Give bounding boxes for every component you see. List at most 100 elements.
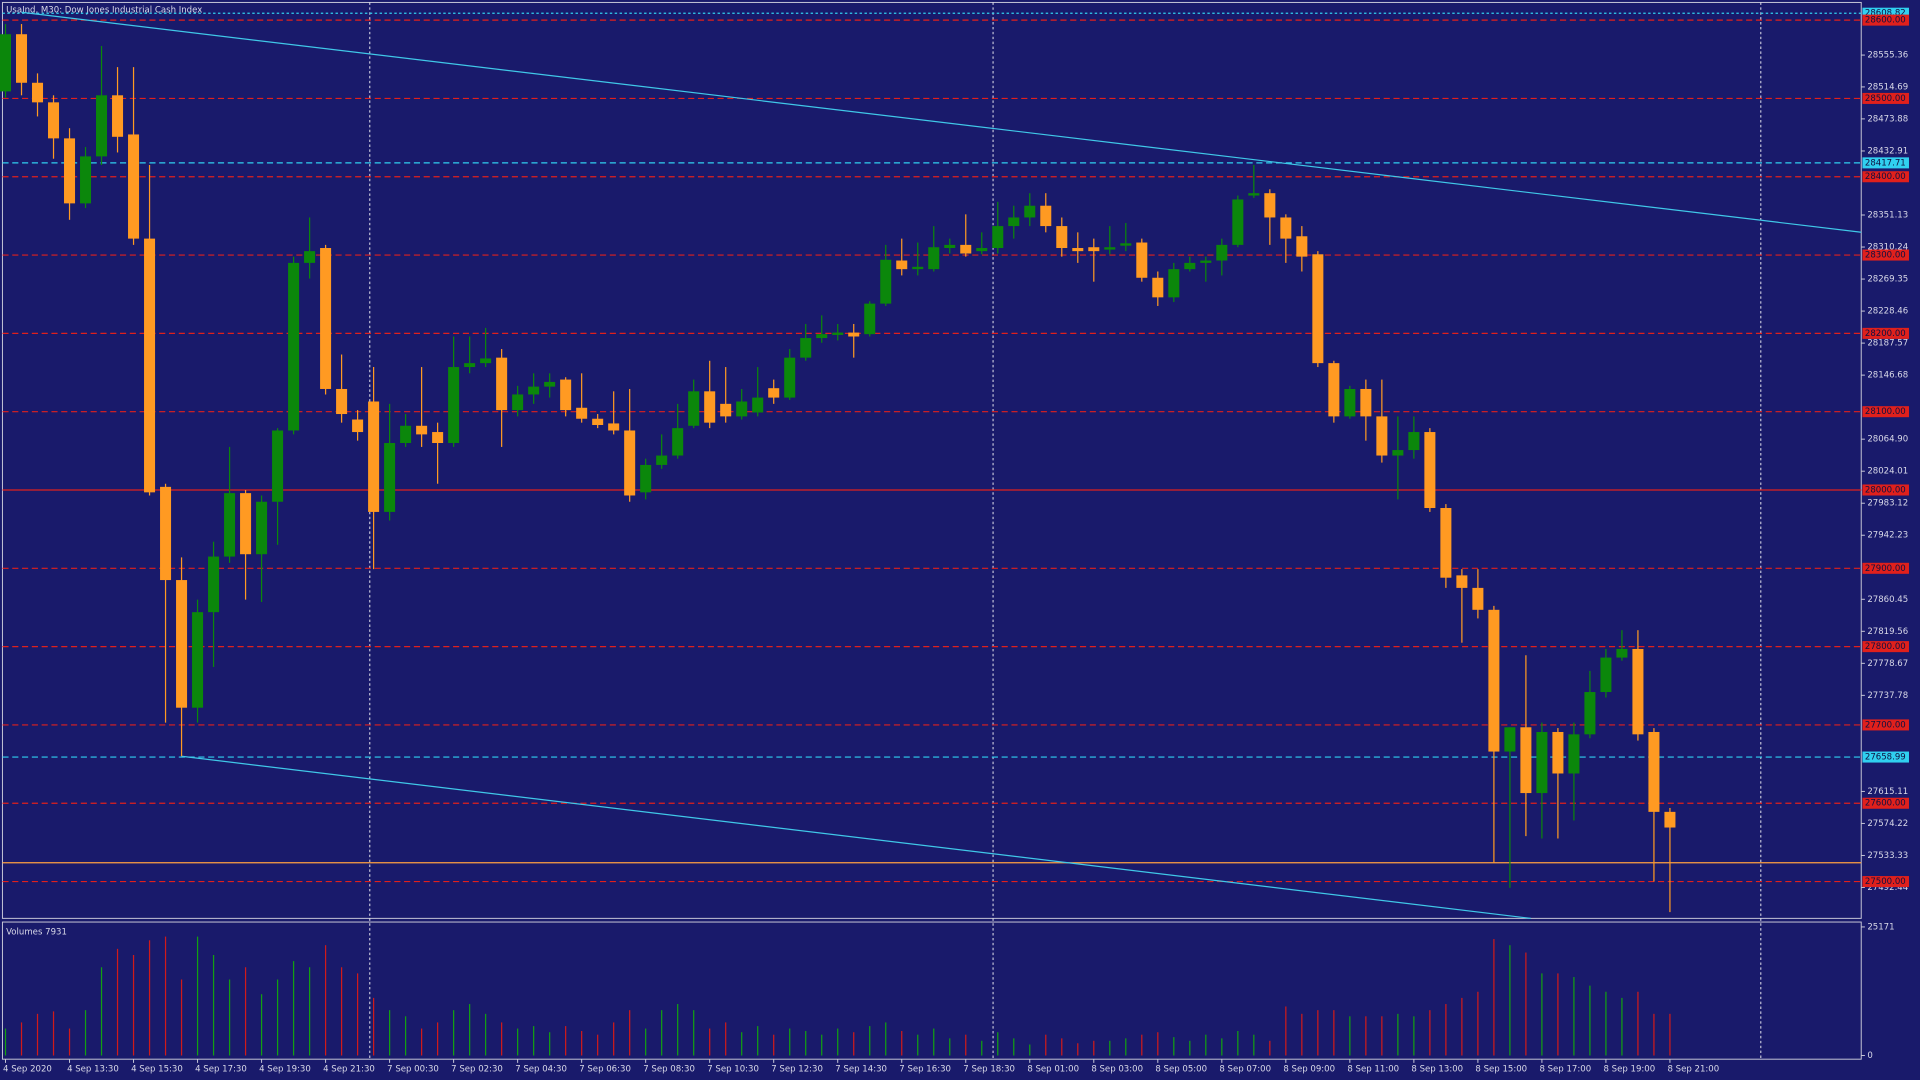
y-tick-label: 27860.45 (1867, 595, 1908, 605)
y-tick-label: 28310.24 (1867, 243, 1908, 253)
candle-body (1248, 193, 1260, 196)
x-tick-label: 7 Sep 16:30 (899, 1064, 951, 1074)
candle-body (544, 381, 556, 387)
candle-body (1056, 226, 1068, 249)
level-label: 28100.00 (1865, 407, 1906, 417)
x-tick-label: 8 Sep 11:00 (1347, 1064, 1399, 1074)
y-tick-label: 27492.44 (1867, 883, 1908, 893)
level-label-box (1862, 171, 1909, 183)
level-label: 27600.00 (1865, 799, 1906, 809)
candle-body (1600, 657, 1612, 693)
candle-body (752, 397, 764, 413)
level-label: 28300.00 (1865, 251, 1906, 261)
level-label-box (1862, 14, 1909, 26)
candle-body (1536, 731, 1548, 794)
candle-body (1408, 432, 1420, 451)
candle-body (320, 248, 332, 389)
volume-tick-label: 25171 (1867, 922, 1894, 932)
y-tick-label: 28269.35 (1867, 275, 1908, 285)
y-tick-label: 27737.78 (1867, 691, 1908, 701)
candle-body (1296, 236, 1308, 257)
x-tick-label: 7 Sep 14:30 (835, 1064, 887, 1074)
candle-body (896, 260, 908, 270)
candle-body (496, 357, 508, 411)
candle-body (736, 401, 748, 417)
candle-body (1552, 731, 1564, 774)
candle-body (624, 430, 636, 496)
candle-body (688, 391, 700, 426)
candle-body (368, 401, 380, 512)
candle-body (352, 419, 364, 433)
candle-body (1616, 648, 1628, 658)
candle-body (560, 379, 572, 411)
candle-body (832, 332, 844, 335)
candle-body (192, 612, 204, 708)
candle-body (272, 430, 284, 502)
volume-label: Volumes 7931 (6, 927, 67, 937)
candle-body (224, 493, 236, 557)
candle-body (1328, 363, 1340, 417)
candle-body (816, 334, 828, 339)
y-tick-label: 27615.11 (1867, 787, 1908, 797)
candle-body (1632, 648, 1644, 735)
y-tick-label: 28146.68 (1867, 371, 1908, 381)
candle-body (1008, 217, 1020, 227)
candle-body (1648, 731, 1660, 812)
candle-body (1488, 609, 1500, 752)
level-label-box (1862, 876, 1909, 888)
candle-body (336, 388, 348, 415)
candle-body (256, 501, 268, 555)
candle-body (128, 134, 140, 239)
x-tick-label: 4 Sep 17:30 (195, 1064, 247, 1074)
x-tick-label: 7 Sep 08:30 (643, 1064, 695, 1074)
candle-body (464, 363, 476, 368)
candle-body (880, 259, 892, 304)
candle-body (784, 357, 796, 398)
candle-body (1376, 416, 1388, 456)
candle-body (1584, 692, 1596, 735)
x-tick-label: 7 Sep 00:30 (387, 1064, 439, 1074)
candle-body (0, 34, 12, 92)
candle-body (48, 102, 60, 139)
candle-body (432, 432, 444, 444)
x-tick-label: 8 Sep 07:00 (1219, 1064, 1271, 1074)
level-label: 27500.00 (1865, 877, 1906, 887)
x-tick-label: 7 Sep 18:30 (963, 1064, 1015, 1074)
y-tick-label: 28024.01 (1867, 467, 1908, 477)
trend-line (181, 755, 1531, 919)
candle-body (1040, 205, 1052, 227)
candle-body (976, 248, 988, 252)
candle-body (1472, 587, 1484, 610)
candle-body (96, 95, 108, 157)
candle-body (944, 244, 956, 249)
candle-body (1440, 508, 1452, 578)
level-label-box (1862, 157, 1909, 169)
level-label: 28400.00 (1865, 172, 1906, 182)
candle-body (1504, 727, 1516, 752)
x-tick-label: 4 Sep 19:30 (259, 1064, 311, 1074)
x-tick-label: 7 Sep 06:30 (579, 1064, 631, 1074)
y-tick-label: 28351.13 (1867, 211, 1908, 221)
x-tick-label: 8 Sep 01:00 (1027, 1064, 1079, 1074)
level-label: 28500.00 (1865, 94, 1906, 104)
level-label: 27800.00 (1865, 642, 1906, 652)
candle-body (1456, 575, 1468, 588)
y-tick-label: 27574.22 (1867, 819, 1908, 829)
candle-body (176, 580, 188, 708)
x-tick-label: 4 Sep 2020 (3, 1064, 52, 1074)
level-label-box (1862, 719, 1909, 731)
chart-title: UsaInd, M30: Dow Jones Industrial Cash I… (6, 5, 202, 15)
candle-body (1184, 262, 1196, 270)
candle-body (384, 443, 396, 512)
x-tick-label: 8 Sep 13:00 (1411, 1064, 1463, 1074)
candle-body (1424, 432, 1436, 509)
candle-body (992, 226, 1004, 249)
level-label-box (1862, 249, 1909, 261)
candle-body (1520, 727, 1532, 794)
y-tick-label: 27778.67 (1867, 659, 1908, 669)
candle-body (1392, 450, 1404, 456)
candle-body (1072, 248, 1084, 252)
candle-body (304, 251, 316, 263)
